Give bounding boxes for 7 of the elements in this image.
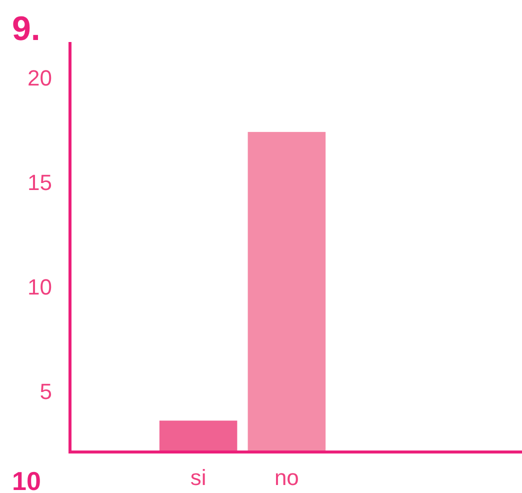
x-tick-label: si	[190, 465, 206, 490]
y-tick-label: 15	[28, 170, 52, 195]
y-tick-label: 5	[40, 379, 52, 404]
x-tick-label: no	[274, 465, 299, 490]
y-tick-label: 20	[28, 65, 52, 90]
y-tick-label: 10	[28, 274, 52, 300]
chart-title: 9.	[12, 10, 40, 48]
